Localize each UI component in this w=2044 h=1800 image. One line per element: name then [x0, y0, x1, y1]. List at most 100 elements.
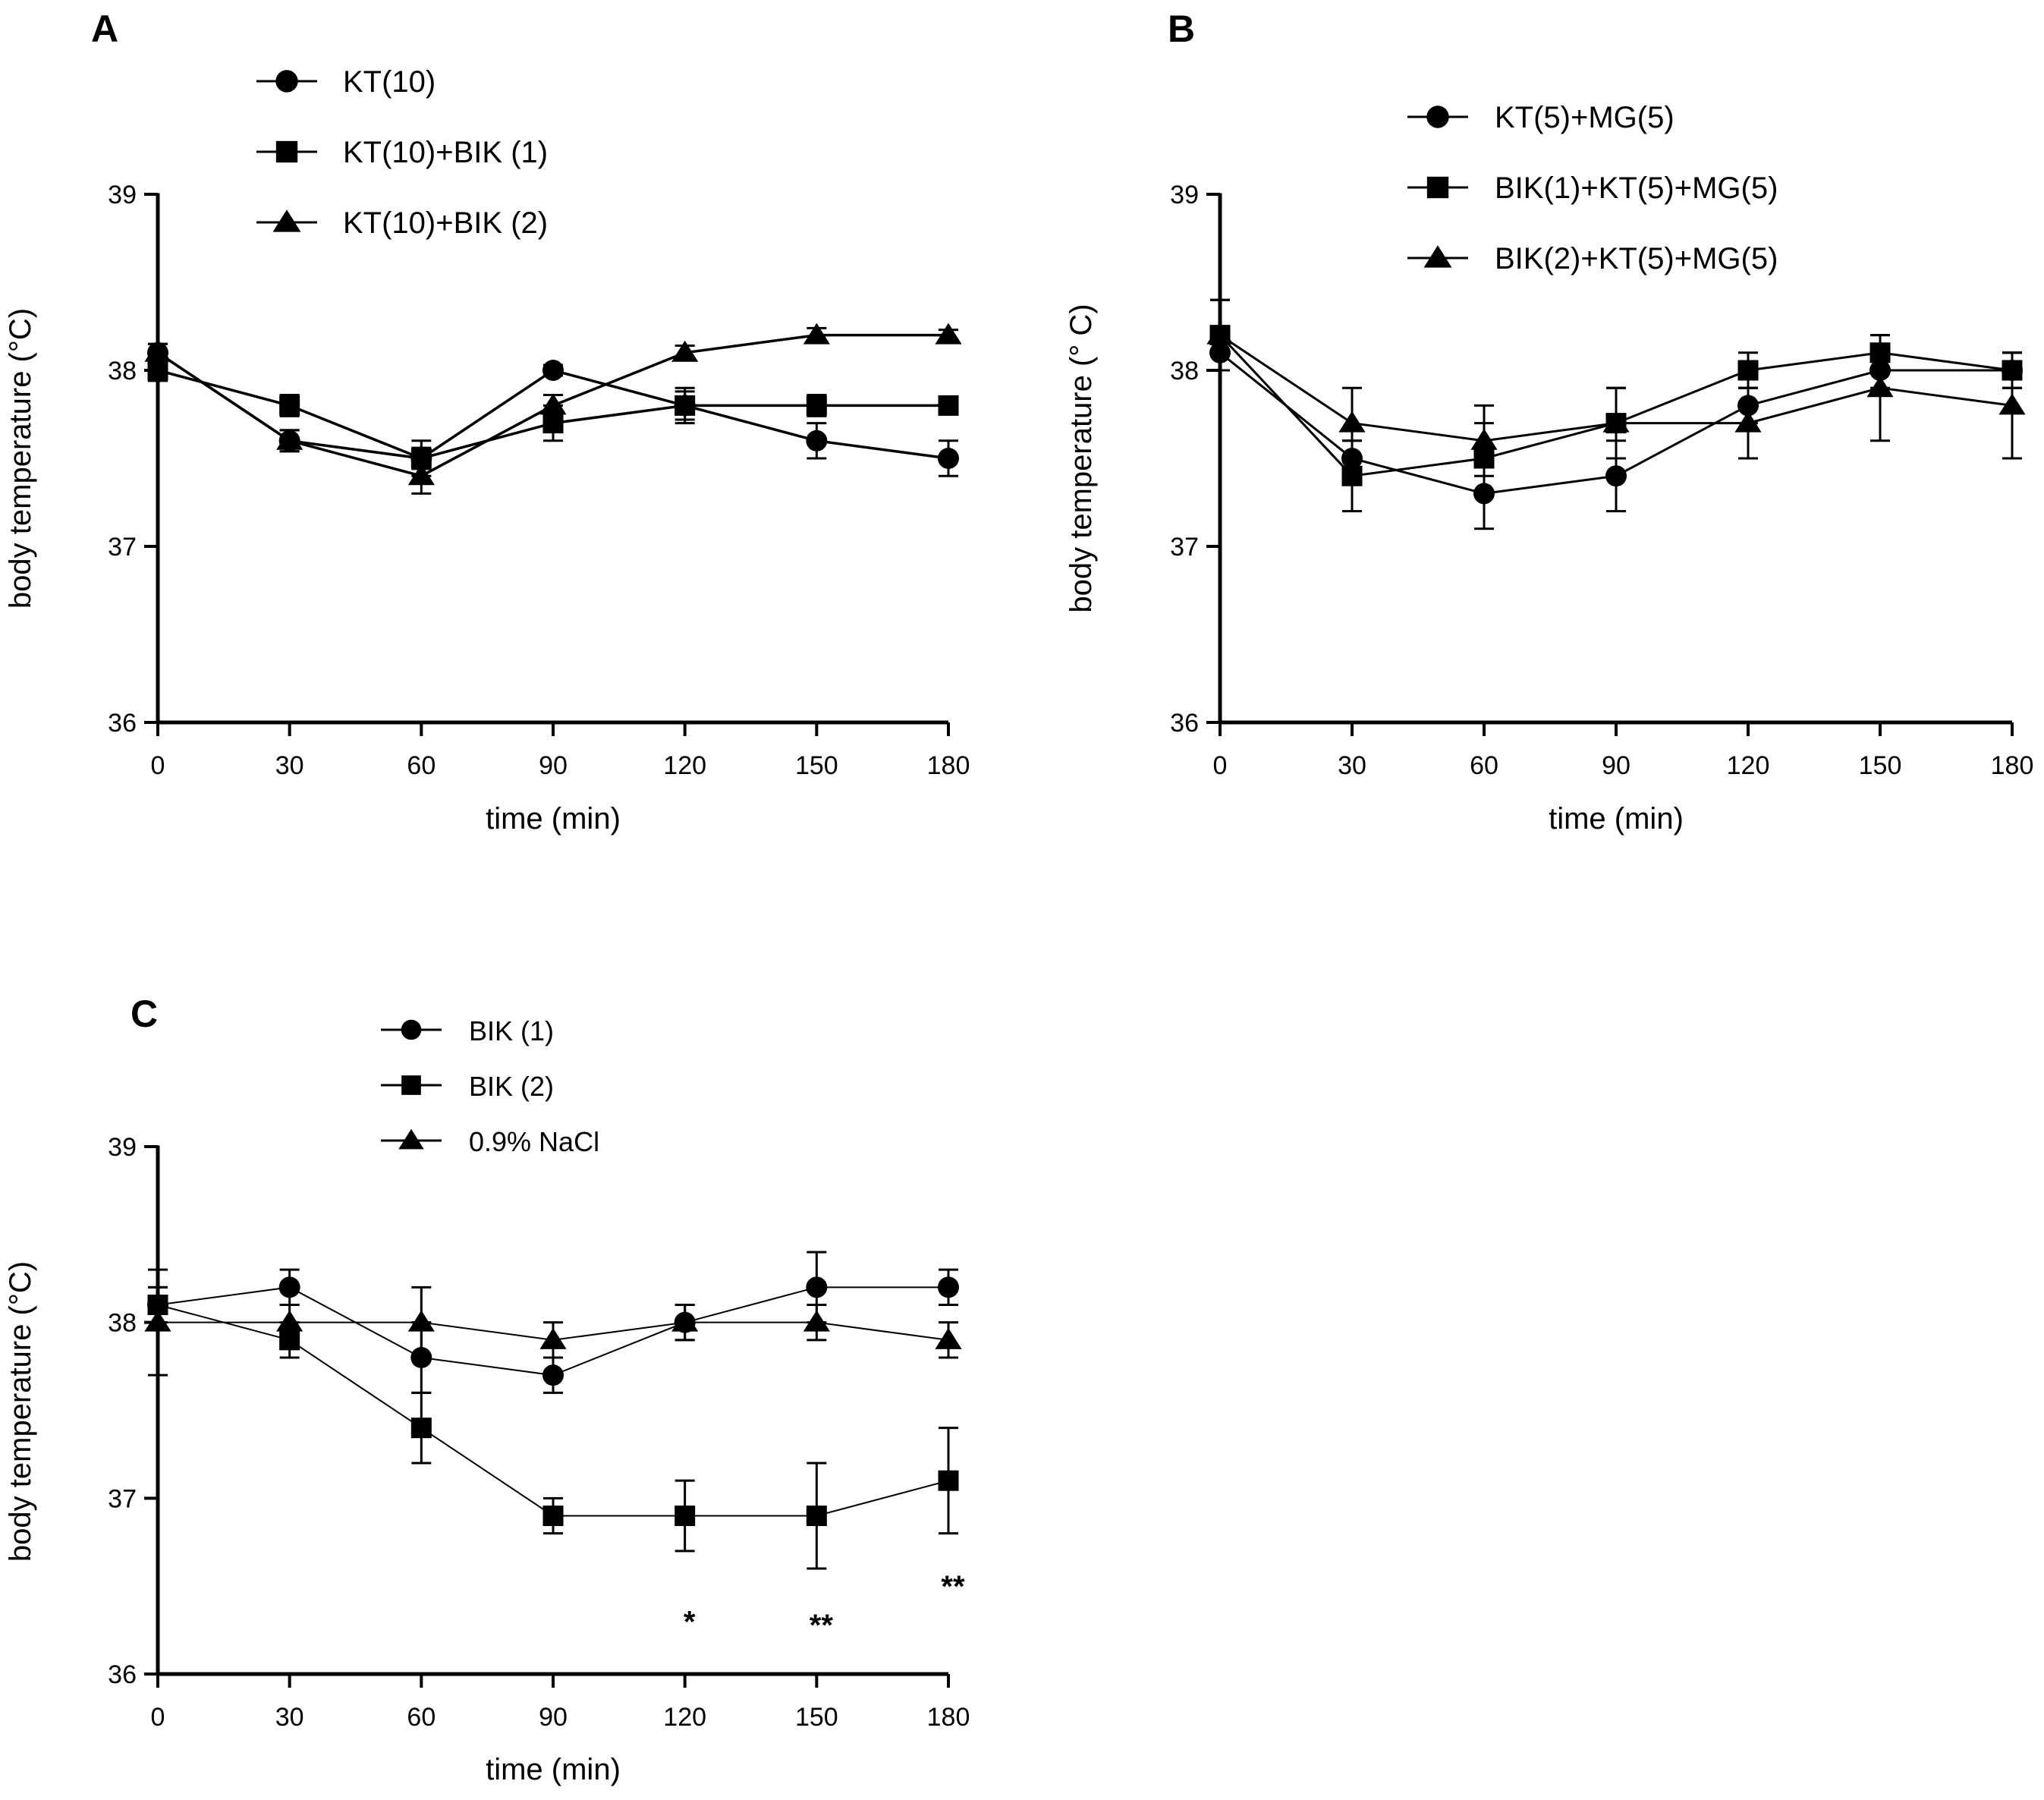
data-point-triangle [935, 1327, 962, 1349]
y-axis-title: body temperature (°C) [4, 308, 37, 609]
data-point-triangle [407, 464, 435, 486]
panel-letter: A [91, 8, 118, 50]
legend-marker-circle [1426, 105, 1449, 128]
legend-marker-triangle [1423, 245, 1452, 268]
y-tick-label: 39 [108, 181, 137, 209]
x-tick-label: 90 [1602, 751, 1630, 780]
data-point-triangle [276, 428, 303, 450]
data-point-triangle [671, 1310, 699, 1332]
series-triangle [1206, 298, 2026, 477]
x-tick-label: 150 [1859, 751, 1902, 780]
x-tick-label: 0 [151, 1703, 165, 1732]
legend-marker-circle [275, 70, 298, 93]
data-point-square [279, 395, 300, 416]
data-point-triangle [803, 1310, 830, 1332]
y-tick-label: 36 [108, 709, 137, 738]
series-triangle [144, 323, 962, 495]
data-point-circle [938, 448, 959, 469]
data-point-square [1341, 465, 1363, 486]
data-point-triangle [1866, 376, 1894, 398]
x-axis-title: time (min) [486, 802, 621, 835]
data-point-square [806, 1506, 827, 1526]
data-point-square [938, 1470, 959, 1491]
data-point-square [675, 395, 696, 416]
x-tick-label: 120 [663, 751, 706, 780]
legend-label: BIK (1) [469, 1015, 554, 1046]
x-tick-label: 150 [795, 1703, 838, 1732]
data-point-triangle [1734, 411, 1762, 433]
x-tick-label: 180 [1991, 751, 2034, 780]
x-tick-label: 60 [407, 1703, 436, 1732]
x-tick-label: 120 [1727, 751, 1770, 780]
data-point-circle [806, 430, 828, 452]
data-point-triangle [539, 1327, 567, 1349]
legend-label: BIK(2)+KT(5)+MG(5) [1495, 242, 1778, 275]
data-point-triangle [803, 323, 830, 345]
legend-label: 0.9% NaCl [469, 1126, 599, 1157]
series-square [147, 358, 959, 477]
data-point-circle [806, 1276, 828, 1298]
y-tick-label: 38 [108, 357, 137, 385]
y-axis-title: body temperature (°C) [4, 1261, 37, 1562]
panel-c: C 36 37 38 39 0 30 60 90 120 150 180 time (min) body … [4, 993, 970, 1786]
legend-marker-square [1426, 176, 1449, 199]
data-point-square [1737, 360, 1759, 381]
legend-marker-triangle [272, 209, 301, 232]
legend-label: KT(10) [343, 65, 436, 99]
significance-marker: ** [941, 1570, 965, 1603]
panel-b: B 36 37 38 39 0 30 60 90 120 150 180 time (min) body … [1064, 8, 2033, 835]
legend-label: BIK(1)+KT(5)+MG(5) [1495, 172, 1778, 205]
x-tick-label: 90 [539, 1703, 568, 1732]
legend-label: KT(10)+BIK (2) [343, 206, 548, 240]
x-tick-label: 90 [539, 751, 568, 780]
data-point-triangle [1602, 411, 1630, 433]
data-point-circle [542, 1364, 564, 1386]
y-tick-label: 38 [108, 1309, 137, 1338]
y-tick-label: 39 [1170, 181, 1199, 209]
y-tick-label: 37 [108, 1484, 137, 1513]
data-point-circle [542, 360, 564, 381]
y-tick-label: 39 [108, 1133, 137, 1162]
panel-letter: B [1168, 8, 1195, 50]
data-point-square [938, 395, 959, 416]
x-tick-label: 30 [275, 751, 304, 780]
data-point-triangle [671, 340, 699, 362]
y-tick-label: 36 [108, 1660, 137, 1689]
y-tick-label: 36 [1170, 709, 1199, 738]
x-tick-label: 150 [795, 751, 838, 780]
data-point-circle [1605, 465, 1627, 487]
legend-label: KT(5)+MG(5) [1495, 101, 1675, 134]
data-point-triangle [935, 323, 962, 345]
x-tick-label: 180 [927, 1703, 970, 1732]
data-point-circle [278, 1276, 300, 1298]
x-tick-label: 30 [275, 1703, 304, 1732]
x-tick-label: 180 [927, 751, 970, 780]
data-point-triangle [144, 1310, 171, 1332]
significance-marker: ** [810, 1609, 834, 1642]
data-point-triangle [407, 1310, 435, 1332]
panel-a: A 36 37 38 39 0 30 60 90 120 150 180 time (min) body … [4, 8, 970, 835]
legend-marker-circle [401, 1019, 422, 1040]
x-tick-label: 0 [1213, 751, 1228, 780]
data-point-square [806, 395, 827, 416]
data-point-triangle [1338, 411, 1366, 433]
legend-label: KT(10)+BIK (1) [343, 136, 548, 169]
y-tick-label: 38 [1170, 357, 1199, 385]
significance-marker: * [684, 1606, 696, 1639]
data-point-square [675, 1506, 696, 1526]
x-tick-label: 60 [1470, 751, 1498, 780]
data-point-circle [938, 1276, 959, 1298]
x-tick-label: 30 [1338, 751, 1366, 780]
y-tick-label: 37 [1170, 533, 1199, 562]
x-axis-title: time (min) [486, 1753, 621, 1786]
data-point-square [542, 1506, 564, 1526]
y-axis-title: body temperature (° C) [1064, 304, 1098, 612]
x-tick-label: 120 [663, 1703, 706, 1732]
legend-marker-square [275, 140, 298, 163]
legend-marker-square [401, 1075, 421, 1095]
data-point-triangle [276, 1310, 303, 1332]
data-point-square [410, 1418, 432, 1439]
data-point-triangle [1206, 323, 1234, 345]
data-point-triangle [144, 340, 171, 362]
data-point-triangle [539, 393, 567, 415]
